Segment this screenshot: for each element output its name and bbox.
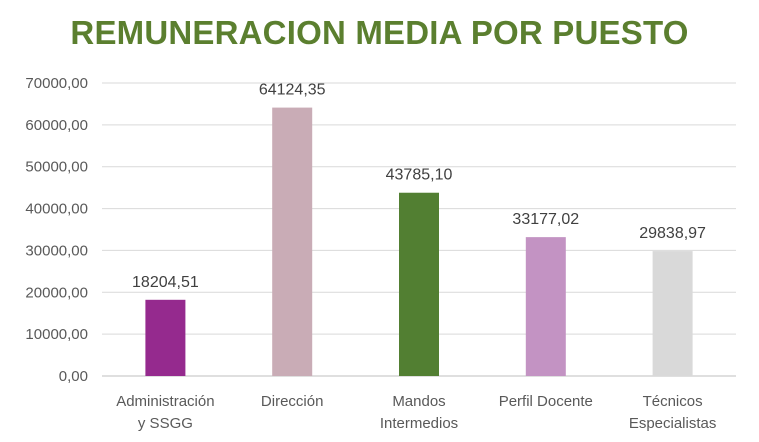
x-tick-label: Intermedios xyxy=(380,415,458,432)
y-tick-label: 30000,00 xyxy=(25,242,88,259)
data-label: 33177,02 xyxy=(512,211,579,228)
y-tick-label: 40000,00 xyxy=(25,201,88,218)
data-label: 43785,10 xyxy=(386,167,453,184)
x-tick-label: Administración xyxy=(116,393,214,410)
chart-title: REMUNERACION MEDIA POR PUESTO xyxy=(70,14,689,51)
data-label: 64124,35 xyxy=(259,82,326,99)
x-tick-label: Técnicos xyxy=(643,393,703,410)
y-tick-label: 20000,00 xyxy=(25,284,88,301)
x-tick-label: Especialistas xyxy=(629,415,717,432)
x-tick-label: Mandos xyxy=(392,393,445,410)
x-tick-label: Perfil Docente xyxy=(499,393,593,410)
data-label: 29838,97 xyxy=(639,225,706,242)
x-tick-label: y SSGG xyxy=(138,415,193,432)
bar xyxy=(272,107,313,376)
y-tick-label: 0,00 xyxy=(59,368,88,385)
y-tick-label: 10000,00 xyxy=(25,326,88,343)
bar xyxy=(145,299,186,376)
y-tick-label: 50000,00 xyxy=(25,159,88,176)
y-tick-label: 60000,00 xyxy=(25,117,88,134)
bar xyxy=(525,237,566,376)
data-label: 18204,51 xyxy=(132,274,199,291)
bar xyxy=(652,251,693,376)
y-tick-label: 70000,00 xyxy=(25,75,88,92)
bar xyxy=(399,192,439,376)
x-tick-label: Dirección xyxy=(261,393,324,410)
